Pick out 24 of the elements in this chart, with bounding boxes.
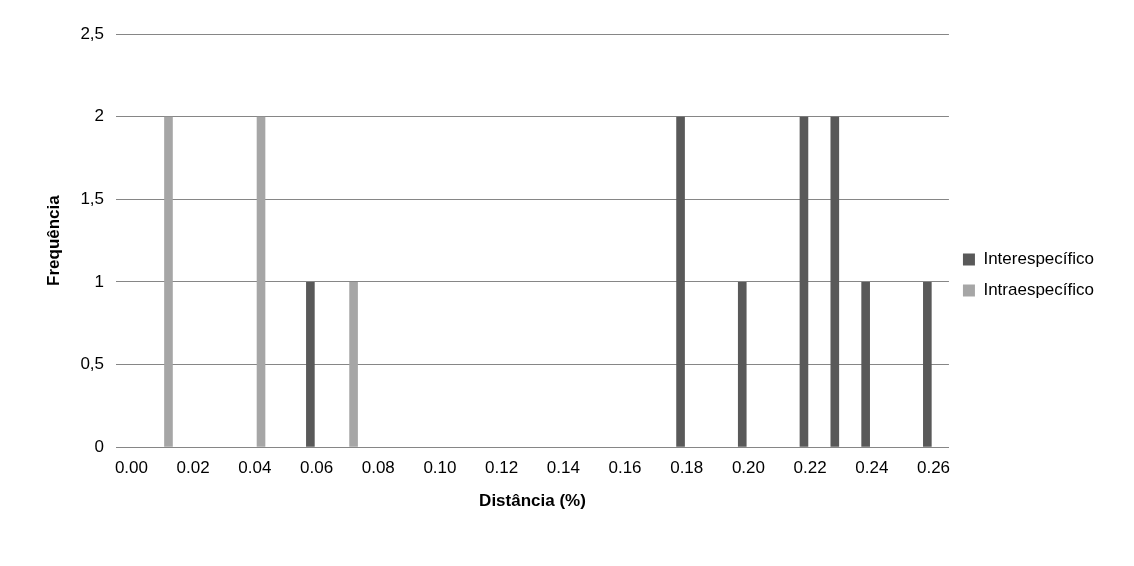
y-axis-title: Frequência (43, 194, 63, 286)
legend-label: Intraespecífico (983, 280, 1094, 300)
x-tick-label: 0.14 (546, 458, 580, 478)
x-tick-label: 0.06 (300, 458, 334, 478)
x-tick-label: 0.18 (670, 458, 704, 478)
y-tick-label: 2 (94, 106, 105, 126)
x-tick-label: 0.04 (238, 458, 272, 478)
y-tick-label: 0 (94, 436, 105, 456)
y-tick-label: 2,5 (80, 23, 105, 43)
x-tick-label: 0.22 (793, 458, 827, 478)
x-tick-label: 0.20 (731, 458, 765, 478)
legend-label: Interespecífico (983, 249, 1094, 269)
x-tick-label: 0.16 (608, 458, 642, 478)
y-tick-label: 1,5 (80, 188, 105, 208)
x-tick-label: 0.12 (485, 458, 519, 478)
x-tick-label: 0.24 (855, 458, 889, 478)
x-tick-label: 0.10 (423, 458, 457, 478)
x-axis-title: Distância (%) (479, 491, 586, 511)
x-tick-label: 0.02 (176, 458, 210, 478)
x-tick-label: 0.00 (114, 458, 148, 478)
y-tick-label: 1 (94, 271, 105, 291)
x-tick-label: 0.08 (361, 458, 395, 478)
x-tick-label: 0.26 (916, 458, 951, 478)
y-tick-label: 0,5 (80, 354, 105, 374)
